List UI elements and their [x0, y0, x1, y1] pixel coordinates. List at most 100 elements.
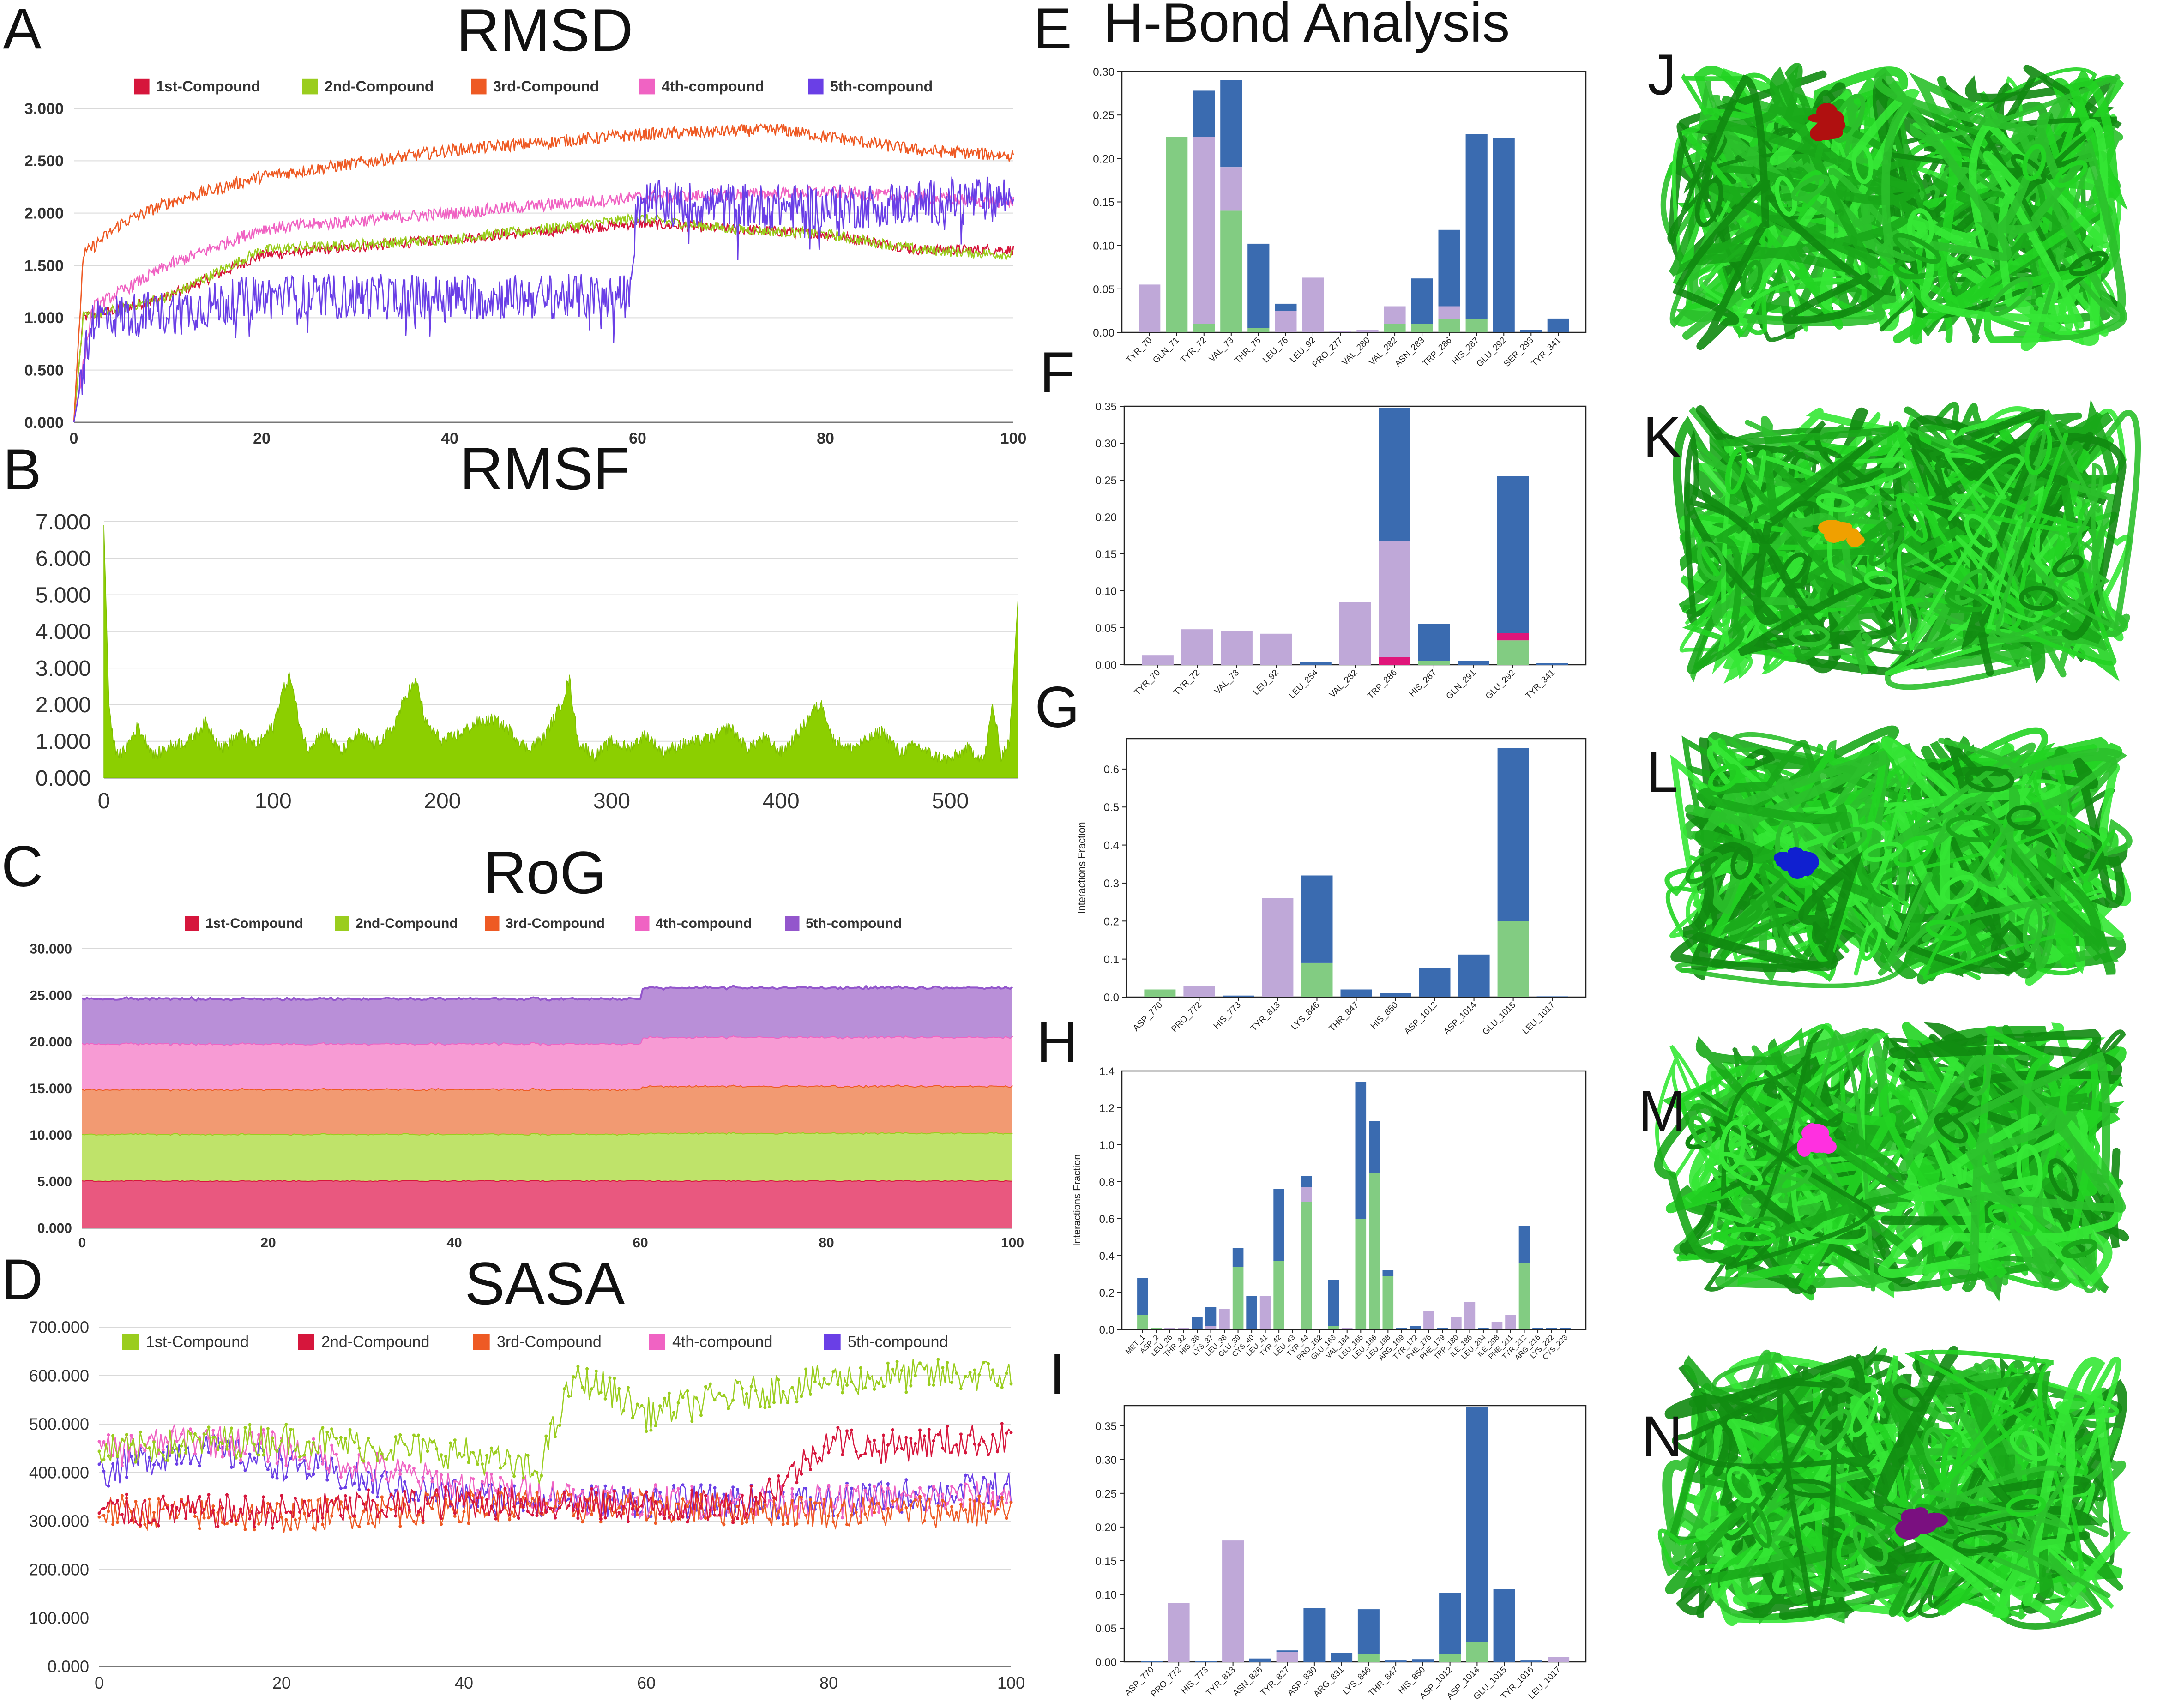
- bar-segment: [1493, 138, 1515, 332]
- bar-segment: [1273, 1189, 1284, 1261]
- y-tick-label: 0.15: [1093, 197, 1115, 209]
- bar-segment: [1144, 989, 1176, 997]
- y-tick-label: 0.000: [37, 1221, 72, 1236]
- y-axis-label: Interactions Fraction: [1076, 822, 1087, 914]
- legend-swatch: [473, 1334, 490, 1350]
- y-tick-label: 0.00: [1095, 1656, 1117, 1669]
- x-tick-label: 60: [633, 1235, 648, 1251]
- protein-ribbon: [1672, 74, 1886, 350]
- y-tick-label: 0.25: [1095, 1488, 1117, 1500]
- bar-segment: [1276, 1652, 1298, 1662]
- y-tick-label: 400.000: [29, 1463, 89, 1482]
- protein-helix: [1777, 1165, 1813, 1193]
- protein-ribbon: [1741, 1029, 1875, 1292]
- bar-segment: [1249, 1658, 1271, 1662]
- x-tick-label: 80: [819, 1235, 834, 1251]
- legend-label: 2nd-Compound: [321, 1333, 429, 1351]
- bar-segment: [1223, 995, 1254, 997]
- bar-segment: [1301, 1176, 1312, 1187]
- y-tick-label: 0.20: [1095, 511, 1117, 524]
- bar-segment: [1220, 210, 1242, 332]
- protein-helix: [1689, 1115, 1713, 1148]
- bar-segment: [1151, 1328, 1162, 1329]
- y-tick-label: 0.35: [1095, 1420, 1117, 1433]
- bar-segment: [1497, 921, 1529, 997]
- panel-letter-i: I: [1049, 1342, 1066, 1407]
- y-tick-label: 1.000: [36, 730, 91, 754]
- y-tick-label: 0.25: [1095, 475, 1117, 487]
- rmsf-area: [103, 525, 1018, 778]
- protein-helix: [1723, 1227, 1776, 1246]
- bar-segment: [1384, 324, 1406, 332]
- bar-segment: [1418, 661, 1450, 665]
- protein-helix: [1923, 1427, 1947, 1469]
- protein-ribbon: [1693, 1355, 1910, 1617]
- bar-segment: [1518, 1226, 1530, 1263]
- bar-segment: [1423, 1311, 1434, 1329]
- panel-letter-m: M: [1638, 1079, 1686, 1143]
- legend-swatch: [122, 1334, 139, 1350]
- protein-render-n: [1657, 1346, 2131, 1630]
- protein-ribbon: [1912, 1357, 2131, 1624]
- plot-frame: [1121, 1070, 1587, 1330]
- protein-ribbon: [1693, 66, 1919, 273]
- rmsd-series-line: [73, 123, 1014, 423]
- protein-helix: [1944, 590, 1987, 613]
- protein-helix: [1946, 815, 2000, 842]
- protein-helix: [1868, 526, 1904, 566]
- protein-helix: [1719, 1120, 1747, 1172]
- protein-helix: [2022, 144, 2046, 181]
- bar-segment: [1547, 318, 1569, 332]
- protein-ribbon: [1878, 738, 2064, 976]
- legend-label: 5th-compound: [848, 1333, 948, 1351]
- bar-segment: [1491, 1322, 1503, 1329]
- y-tick-label: 0.30: [1095, 1454, 1117, 1467]
- y-tick-label: 0.8: [1099, 1176, 1115, 1189]
- protein-ribbon: [1695, 782, 1892, 907]
- rog-area: [82, 1084, 1012, 1135]
- protein-helix: [1815, 1409, 1852, 1450]
- y-tick-label: 0.3: [1104, 878, 1119, 890]
- bar-segment: [1536, 663, 1568, 665]
- bar-segment: [1303, 1608, 1326, 1662]
- protein-helix: [1964, 1055, 1991, 1096]
- bar-segment: [1168, 1603, 1190, 1662]
- x-tick-label: 40: [455, 1673, 473, 1692]
- chart-title: SASA: [465, 1250, 625, 1317]
- protein-ribbon: [1883, 762, 2110, 959]
- legend-swatch: [185, 916, 199, 931]
- bar-segment: [1497, 476, 1529, 633]
- y-tick-label: 0.00: [1095, 659, 1117, 672]
- protein-helix: [2061, 1239, 2098, 1259]
- bar-segment: [1137, 1278, 1148, 1315]
- protein-helix: [1827, 827, 1867, 854]
- y-tick-label: 0.10: [1095, 1589, 1117, 1601]
- bar-segment: [1382, 1276, 1394, 1329]
- y-tick-label: 1.500: [24, 257, 64, 275]
- bar-segment: [1458, 954, 1490, 997]
- y-tick-label: 4.000: [36, 620, 91, 644]
- rog-area: [82, 1035, 1012, 1091]
- y-tick-label: 0.0: [1104, 992, 1119, 1004]
- legend-label: 1st-Compound: [146, 1333, 249, 1351]
- protein-helix: [1848, 1391, 1879, 1437]
- legend-label: 2nd-Compound: [325, 78, 434, 95]
- y-tick-label: 700.000: [29, 1318, 89, 1337]
- bar-segment: [1205, 1307, 1217, 1326]
- protein-helix: [1934, 1113, 1968, 1144]
- y-tick-label: 0.4: [1104, 840, 1119, 852]
- protein-helix: [1864, 571, 1897, 590]
- y-tick-label: 10.000: [30, 1128, 72, 1143]
- protein-helix: [1907, 208, 1934, 248]
- rmsd-series-line: [73, 176, 1014, 423]
- bar-segment: [1418, 624, 1450, 661]
- y-tick-label: 0.05: [1093, 283, 1115, 296]
- protein-helix: [1860, 921, 1883, 961]
- bar-segment: [1518, 1263, 1530, 1329]
- bar-segment: [1451, 1317, 1462, 1329]
- protein-helix: [2006, 1494, 2046, 1517]
- protein-helix: [1862, 841, 1903, 862]
- legend-swatch: [649, 1334, 665, 1350]
- y-tick-label: 3.000: [24, 100, 64, 118]
- protein-helix: [1727, 1466, 1757, 1503]
